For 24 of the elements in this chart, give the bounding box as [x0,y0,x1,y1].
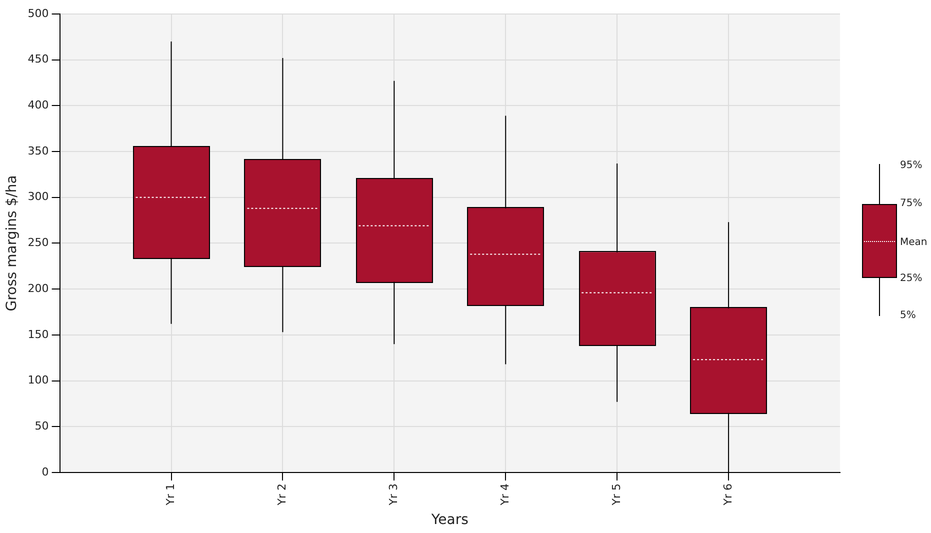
text: 75% [900,198,922,210]
y-tick-label: 400 [28,98,49,112]
y-tick-label: 350 [28,144,49,158]
y-tick-label: 0 [42,465,49,478]
y-tick-label: 250 [28,236,49,250]
x-tick-label: Yr 1 [164,483,178,506]
x-tick-label: Yr 3 [387,483,400,506]
x-tick-label: Yr 6 [721,483,734,506]
text: Mean [900,237,928,249]
text: 95% [900,160,922,172]
y-tick-label: 300 [28,190,49,204]
x-axis-title: Years [430,512,468,528]
y-axis-title: Gross margins $/ha [4,175,20,312]
y-tick-label: 100 [28,374,49,387]
x-tick-label: Yr 4 [498,483,512,506]
y-tick-label: 200 [28,282,49,295]
text: 25% [900,273,922,285]
x-tick-label: Yr 2 [276,483,289,506]
x-tick-label: Yr 5 [610,483,623,506]
y-tick-label: 50 [34,419,49,432]
y-tick-label: 450 [28,52,49,66]
y-tick-label: 500 [28,6,49,20]
text: 5% [900,310,916,322]
y-tick-label: 150 [28,328,49,341]
